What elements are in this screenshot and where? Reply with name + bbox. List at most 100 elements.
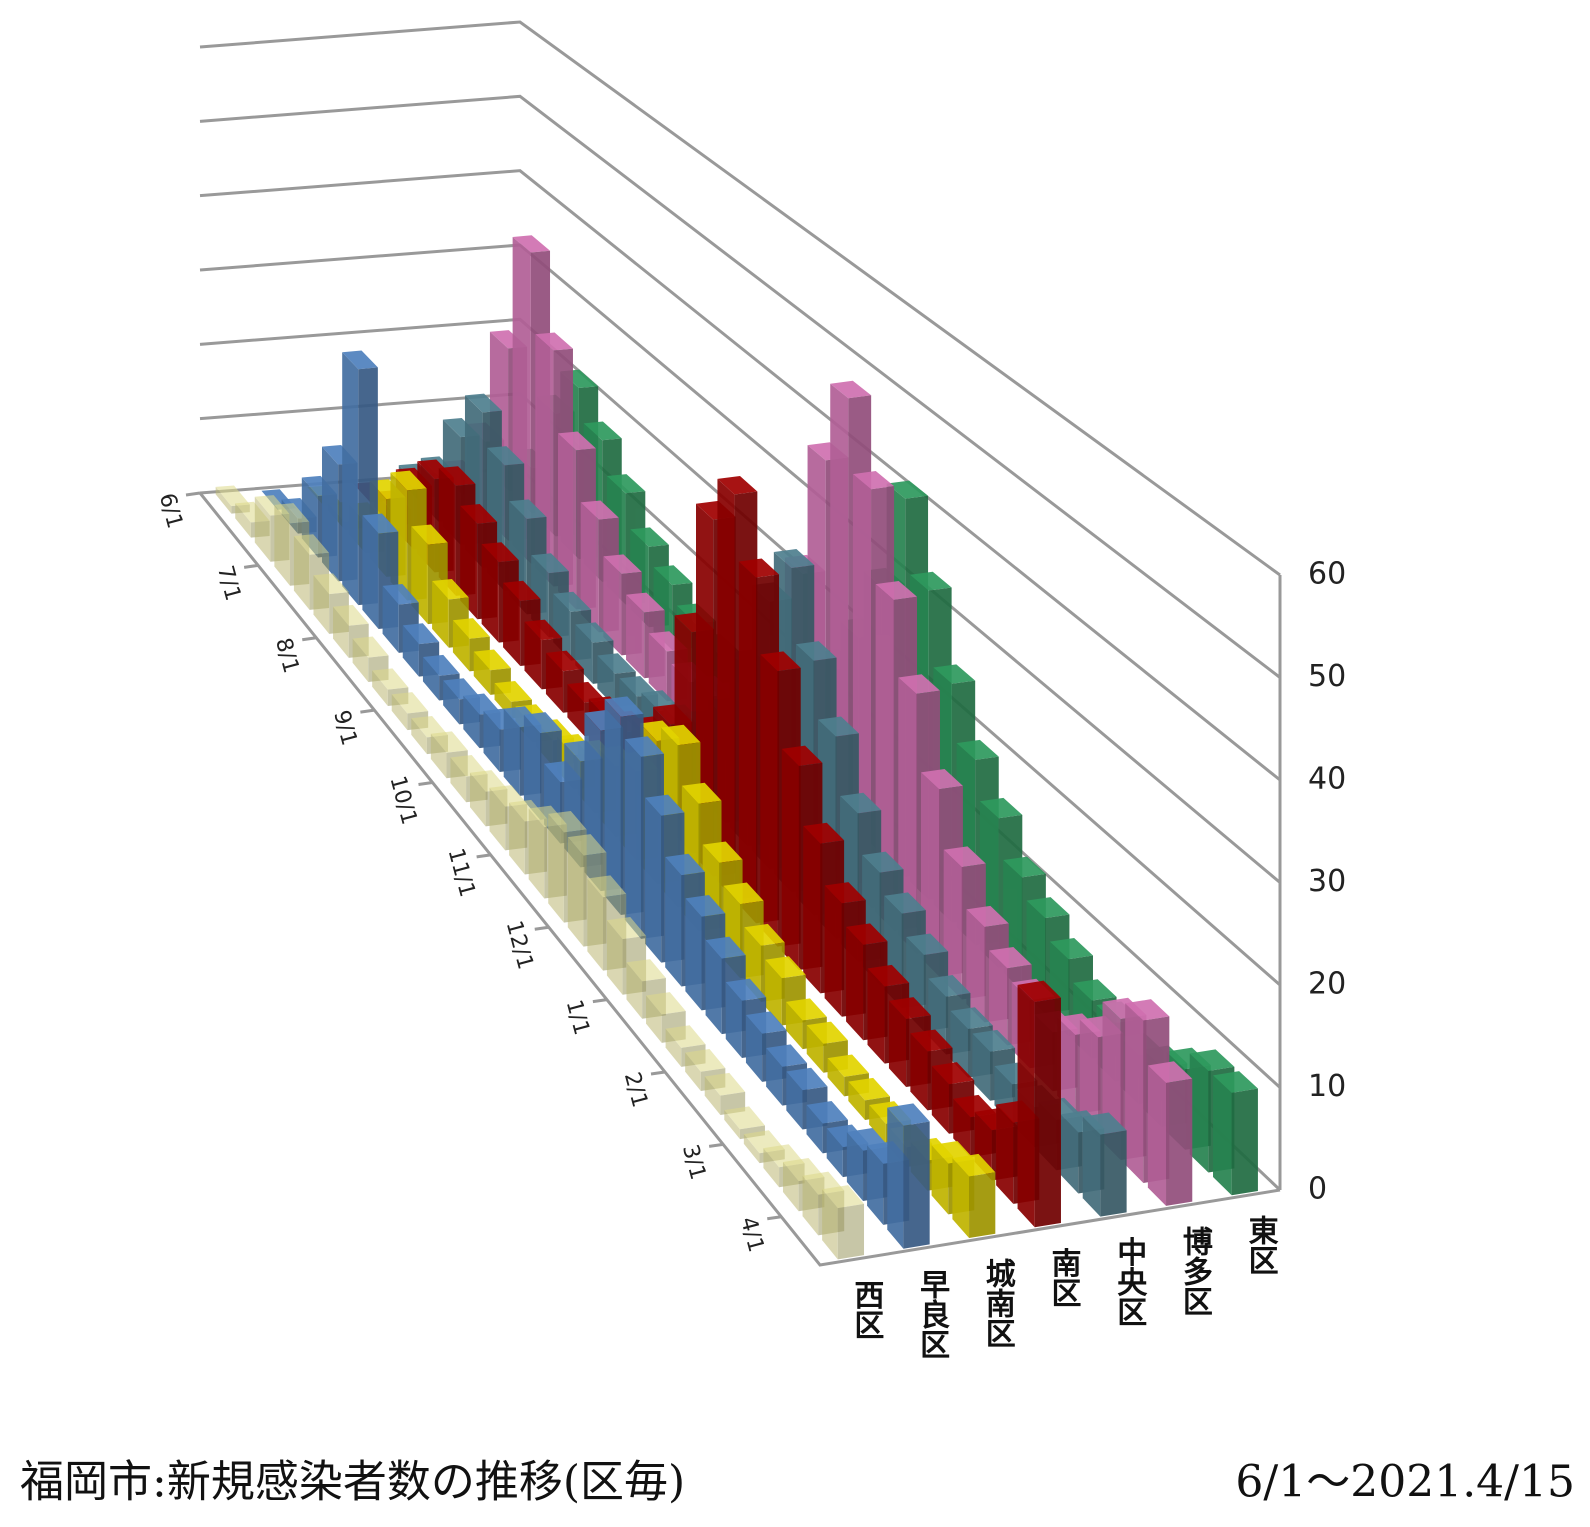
bar-side (848, 1081, 865, 1120)
bar-side (450, 757, 467, 803)
bar-top (553, 591, 592, 612)
bar-side (483, 710, 500, 772)
bar-side (430, 733, 447, 779)
axis-line (198, 492, 1281, 1267)
bar-top (523, 712, 562, 734)
bar-top (1003, 856, 1046, 878)
bar-top (1213, 1071, 1258, 1093)
series-label: 早良区 (914, 1269, 950, 1359)
bar-side (524, 621, 542, 690)
bar-side (235, 503, 251, 538)
bar-top (1073, 979, 1117, 1001)
bar-side (1079, 1019, 1098, 1138)
bar-top (765, 956, 806, 979)
bar-top (626, 959, 666, 982)
x-tick (476, 853, 491, 859)
bar-top (580, 500, 619, 520)
x-tick (360, 708, 375, 714)
bar-side (785, 1001, 803, 1050)
bar-side (826, 1128, 843, 1178)
bar-top (884, 892, 926, 914)
bar-top (464, 393, 502, 413)
bar-side (254, 496, 271, 562)
x-tick (592, 998, 608, 1004)
bar-top (215, 485, 250, 507)
bar (952, 1153, 996, 1238)
bar-side (313, 575, 330, 634)
y-tick-label: 0 (1308, 1172, 1327, 1207)
bar-side (822, 1189, 838, 1260)
bar (1017, 980, 1061, 1228)
bar-side (931, 1145, 949, 1215)
bar-top (817, 716, 859, 737)
bar-side (274, 504, 291, 586)
bar-top (481, 542, 519, 563)
bar-top (487, 446, 525, 466)
bar-side (362, 515, 379, 629)
bar-top (795, 641, 837, 661)
bar-side (766, 1048, 783, 1106)
bar-side (827, 1058, 845, 1097)
bar-side (763, 1148, 780, 1188)
bar (1213, 1071, 1258, 1196)
bar-side (781, 748, 799, 971)
bar-side (738, 561, 757, 924)
grid-line (199, 20, 1281, 577)
x-tick-label: 12/1 (501, 918, 538, 972)
bar-front (1166, 1078, 1193, 1206)
bar-top (867, 964, 910, 987)
bar-top (274, 503, 310, 524)
bar-side (950, 1010, 968, 1078)
bar-top (575, 622, 614, 643)
bar-side (1213, 1075, 1232, 1196)
bar-side (503, 582, 521, 666)
bar-side (626, 962, 643, 1019)
bar-side (473, 651, 491, 695)
bar-side (580, 502, 599, 633)
bar-top (333, 604, 369, 626)
bar-top (509, 499, 547, 519)
bar-top (645, 794, 685, 816)
x-tick (302, 636, 317, 642)
bar-top (390, 470, 427, 491)
bar-top (382, 583, 419, 605)
series-label: 城南区 (980, 1258, 1016, 1348)
bar-side (717, 478, 735, 900)
bar-side (342, 352, 359, 606)
bar-side (867, 1145, 884, 1225)
bar-top (966, 905, 1009, 928)
x-tick-label: 8/1 (270, 635, 303, 676)
bar-top (646, 992, 686, 1015)
bar-side (402, 625, 419, 677)
bar-side (786, 1071, 803, 1130)
bar-top (803, 822, 845, 844)
bar-top (830, 380, 872, 399)
bar-top (313, 573, 349, 595)
x-tick-label: 10/1 (385, 773, 422, 827)
bar-top (862, 851, 904, 873)
bar-top (972, 1029, 1016, 1052)
bar-top (432, 579, 469, 600)
bar-top (846, 923, 888, 945)
bar-side (548, 813, 564, 923)
bar-side (626, 594, 645, 679)
bar-top (950, 1007, 993, 1030)
x-tick-label: 7/1 (212, 563, 245, 604)
bar-top (460, 504, 498, 524)
bar-side (215, 486, 232, 514)
bar-top (606, 917, 647, 940)
x-tick-label: 11/1 (443, 846, 480, 900)
y-tick-label: 10 (1308, 1069, 1346, 1104)
bar-top (852, 471, 895, 490)
bar-top (773, 549, 815, 568)
bar-top (931, 1062, 975, 1085)
bar-side (1057, 1017, 1076, 1115)
y-tick-label: 30 (1308, 864, 1346, 899)
bar-side (745, 1015, 763, 1082)
bar-top (603, 554, 642, 575)
bar-top (781, 745, 823, 767)
bar-top (587, 875, 627, 898)
bar-top (723, 882, 764, 905)
bar-side (952, 1158, 970, 1238)
